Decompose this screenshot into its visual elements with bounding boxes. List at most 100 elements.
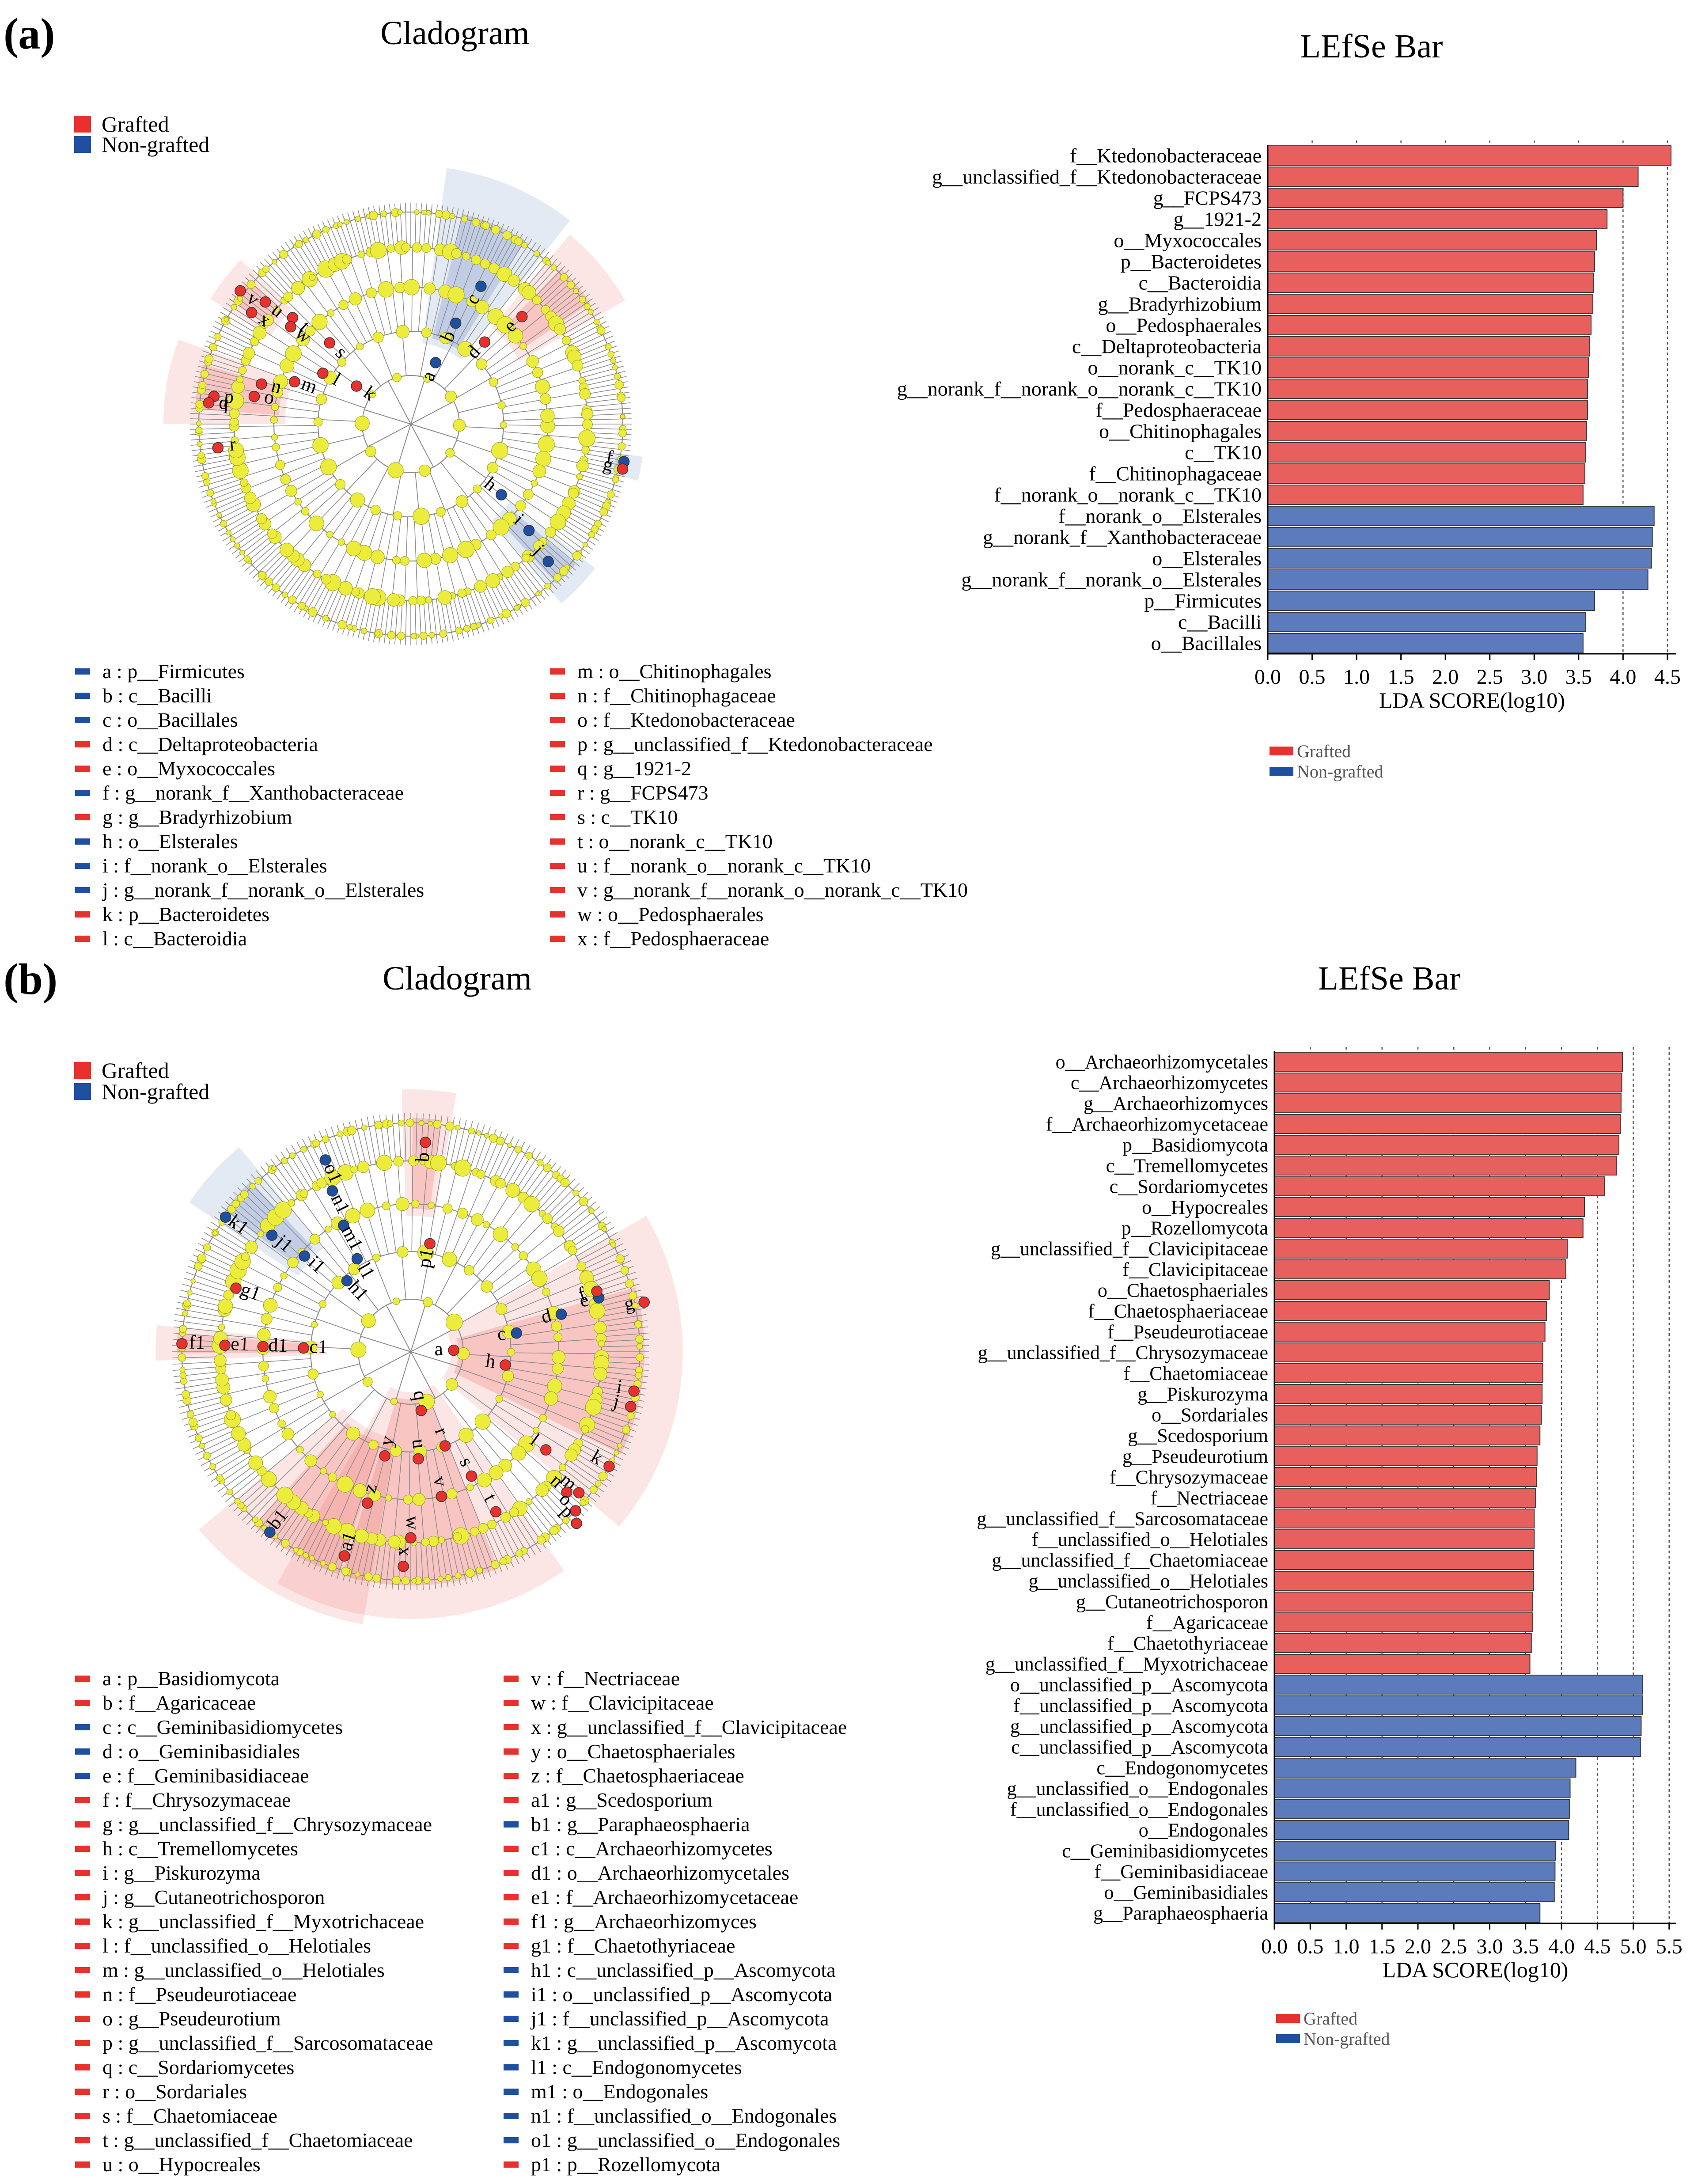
key-swatch (504, 2113, 519, 2119)
taxon-node (281, 1428, 294, 1441)
key-swatch (504, 1773, 519, 1779)
tree-branch (514, 1151, 541, 1192)
taxon-node (186, 1289, 193, 1296)
taxon-node (477, 1472, 492, 1487)
taxon-node (350, 493, 365, 508)
bar-category-label: f__Ktedonobacteraceae (1070, 144, 1262, 167)
taxon-node (464, 1265, 474, 1276)
taxon-node (635, 1335, 644, 1343)
taxon-node (411, 1199, 420, 1208)
taxon-node (361, 1313, 376, 1328)
tree-branch (410, 1301, 427, 1352)
key-swatch (504, 1821, 519, 1828)
key-entry: i : f__norank_o__Elsterales (102, 854, 327, 877)
tree-branch (180, 1401, 227, 1414)
biomarker-node (542, 556, 554, 567)
panel-b-bar-title: LEfSe Bar (1318, 960, 1461, 997)
lda-bar (1274, 1405, 1542, 1425)
taxon-node (582, 419, 593, 430)
taxon-node (309, 1555, 315, 1561)
taxon-node (342, 254, 352, 265)
taxon-node (466, 296, 478, 307)
taxon-node (361, 628, 368, 634)
taxon-node (393, 511, 402, 521)
tree-branch (542, 1178, 576, 1214)
taxon-node (203, 1244, 211, 1251)
taxon-node (572, 551, 582, 561)
taxon-node (243, 347, 255, 360)
taxon-node (495, 1178, 506, 1189)
lda-bar (1274, 1488, 1536, 1508)
key-swatch (75, 2040, 90, 2046)
tree-branch (204, 1232, 246, 1257)
taxon-node (545, 527, 556, 538)
tree-branch (277, 1215, 341, 1281)
taxon-node (347, 1126, 356, 1135)
biomarker-letter: r (228, 433, 237, 455)
key-entry: e : f__Geminibasidiaceae (102, 1764, 309, 1787)
bar-category-label: g__unclassified_f__Clavicipitaceae (991, 1238, 1268, 1260)
taxon-node (196, 421, 202, 426)
bar-category-label: g__Pseudeurotium (1122, 1446, 1268, 1467)
legend-grafted-swatch (74, 116, 91, 133)
bar-category-label: f__Chaetothyriaceae (1107, 1633, 1268, 1654)
taxon-node (625, 1279, 634, 1288)
taxon-node (523, 489, 534, 500)
tree-branch (569, 502, 609, 523)
key-swatch (504, 1748, 519, 1755)
taxon-node (489, 377, 498, 387)
tree-branch (220, 311, 259, 335)
biomarker-node (555, 1308, 567, 1320)
taxon-node (262, 314, 274, 326)
lda-bar (1274, 1675, 1643, 1695)
biomarker-node (266, 1229, 278, 1241)
x-tick-label: 3.5 (1565, 665, 1592, 689)
tree-branch (521, 561, 550, 597)
taxon-node (248, 1456, 263, 1470)
key-swatch (75, 2137, 90, 2143)
taxon-node (635, 1372, 642, 1379)
bar-category-label: o__Chitinophagales (1099, 420, 1262, 442)
taxon-node (328, 1562, 337, 1571)
tree-branch (496, 578, 519, 618)
tree-branch (601, 1332, 649, 1337)
tree-branch (394, 600, 398, 645)
taxon-node (636, 1353, 644, 1361)
taxon-node (551, 1320, 562, 1332)
tree-branch (414, 516, 418, 601)
tree-branch (587, 413, 632, 416)
tree-branch (576, 1232, 618, 1257)
taxon-node (433, 1120, 442, 1129)
key-swatch (75, 887, 90, 893)
lda-bar (1274, 1758, 1577, 1778)
lda-bar (1274, 1135, 1619, 1155)
key-swatch (550, 887, 565, 893)
taxon-node (485, 573, 500, 588)
taxon-node (578, 429, 596, 447)
bar-category-label: g__FCPS473 (1153, 186, 1262, 209)
taxon-node (226, 530, 231, 535)
taxon-node (375, 630, 380, 637)
taxon-node (521, 598, 530, 607)
biomarker-node (299, 1250, 310, 1262)
taxon-node (576, 473, 583, 480)
taxon-node (179, 1372, 187, 1379)
taxon-node (288, 595, 297, 604)
legend-grafted-label: Grafted (102, 112, 169, 136)
taxon-node (532, 464, 546, 478)
taxon-node (397, 209, 403, 215)
taxon-node (486, 530, 496, 540)
key-entry: h : c__Tremellomycetes (102, 1837, 298, 1860)
tree-branch (178, 1396, 226, 1408)
key-entry: m1 : o__Endogonales (531, 2080, 708, 2103)
taxon-node (224, 317, 229, 322)
tree-branch (444, 597, 454, 641)
bar-category-label: g__unclassified_f__Chaetomiaceae (992, 1550, 1268, 1571)
taxon-node (312, 1139, 320, 1147)
taxon-node (246, 280, 256, 289)
taxon-node (203, 1452, 211, 1460)
taxon-node (250, 337, 259, 346)
lda-bar (1274, 1322, 1546, 1342)
x-tick-label: 5.0 (1620, 1935, 1647, 1958)
key-swatch (550, 911, 565, 918)
